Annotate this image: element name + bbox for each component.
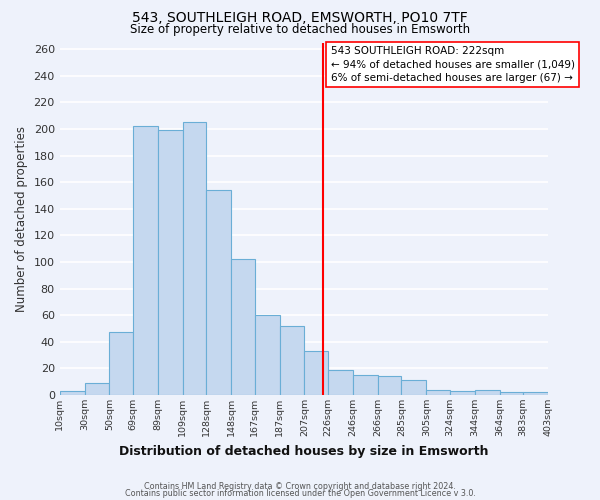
- Y-axis label: Number of detached properties: Number of detached properties: [15, 126, 28, 312]
- Text: 543 SOUTHLEIGH ROAD: 222sqm
← 94% of detached houses are smaller (1,049)
6% of s: 543 SOUTHLEIGH ROAD: 222sqm ← 94% of det…: [331, 46, 575, 83]
- Bar: [328, 370, 353, 395]
- Bar: [182, 122, 206, 395]
- X-axis label: Distribution of detached houses by size in Emsworth: Distribution of detached houses by size …: [119, 444, 488, 458]
- Bar: [426, 390, 450, 395]
- Bar: [231, 260, 255, 395]
- Bar: [280, 326, 304, 395]
- Bar: [378, 376, 401, 395]
- Bar: [59, 391, 85, 395]
- Bar: [523, 392, 548, 395]
- Text: Contains public sector information licensed under the Open Government Licence v : Contains public sector information licen…: [125, 489, 475, 498]
- Bar: [353, 375, 378, 395]
- Text: 543, SOUTHLEIGH ROAD, EMSWORTH, PO10 7TF: 543, SOUTHLEIGH ROAD, EMSWORTH, PO10 7TF: [132, 11, 468, 25]
- Bar: [206, 190, 231, 395]
- Bar: [85, 383, 109, 395]
- Bar: [475, 390, 500, 395]
- Text: Contains HM Land Registry data © Crown copyright and database right 2024.: Contains HM Land Registry data © Crown c…: [144, 482, 456, 491]
- Bar: [133, 126, 158, 395]
- Bar: [109, 332, 133, 395]
- Bar: [255, 315, 280, 395]
- Text: Size of property relative to detached houses in Emsworth: Size of property relative to detached ho…: [130, 22, 470, 36]
- Bar: [304, 351, 328, 395]
- Bar: [401, 380, 426, 395]
- Bar: [450, 391, 475, 395]
- Bar: [158, 130, 182, 395]
- Bar: [500, 392, 523, 395]
